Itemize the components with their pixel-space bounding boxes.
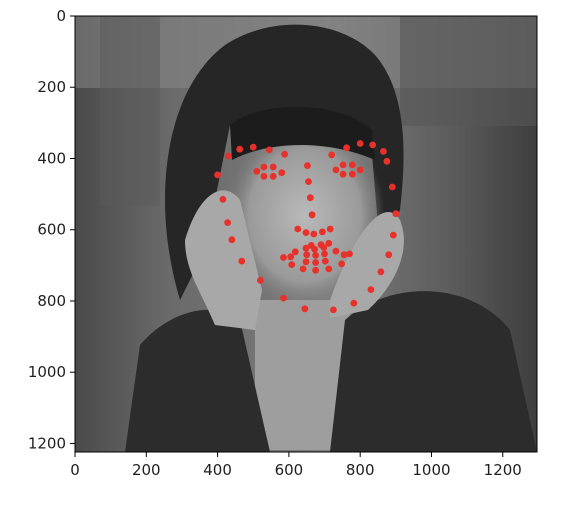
landmark-point-12 — [385, 251, 393, 259]
landmark-point-5 — [257, 276, 264, 284]
landmark-point-27 — [304, 162, 311, 170]
landmark-point-39 — [278, 169, 286, 177]
landmark-point-22 — [328, 151, 336, 159]
landmark-point-37 — [260, 163, 268, 171]
landmark-point-4 — [238, 257, 246, 265]
landmark-point-23 — [343, 144, 350, 152]
y-tick-label: 1000 — [28, 363, 66, 381]
landmark-point-65 — [321, 257, 329, 265]
landmark-point-59 — [288, 261, 296, 268]
landmark-point-26 — [380, 148, 387, 155]
landmark-point-47 — [339, 170, 347, 178]
landmark-point-50 — [302, 244, 310, 252]
landmark-point-0 — [214, 171, 222, 179]
landmark-point-30 — [308, 211, 316, 219]
landmark-point-25 — [369, 141, 377, 149]
landmark-point-21 — [281, 150, 288, 158]
landmark-point-15 — [388, 183, 396, 191]
landmark-point-6 — [280, 294, 287, 302]
y-tick-label: 600 — [37, 221, 66, 239]
landmark-point-3 — [228, 236, 236, 244]
x-tick-label: 800 — [346, 461, 375, 479]
landmark-point-55 — [338, 260, 345, 268]
x-tick-label: 400 — [203, 461, 232, 479]
landmark-point-67 — [302, 258, 310, 266]
y-tick-label: 1200 — [28, 434, 66, 452]
landmark-point-11 — [377, 268, 385, 276]
y-tick-label: 0 — [56, 7, 66, 25]
landmark-point-46 — [348, 170, 356, 178]
landmark-point-45 — [356, 166, 364, 174]
landmark-point-8 — [330, 306, 337, 314]
landmark-point-19 — [249, 143, 257, 151]
landmark-point-58 — [299, 265, 307, 273]
landmark-point-48 — [280, 254, 287, 261]
landmark-point-42 — [332, 166, 340, 174]
x-tick-label: 600 — [275, 461, 304, 479]
landmark-point-69 — [325, 239, 333, 247]
landmark-point-14 — [392, 210, 400, 218]
x-axis: 0 200 400 600 800 1000 1200 — [70, 452, 522, 479]
landmark-point-2 — [224, 219, 232, 227]
landmark-point-43 — [339, 161, 347, 169]
landmark-point-38 — [269, 163, 277, 171]
landmark-point-54 — [346, 250, 353, 258]
landmark-point-63 — [321, 250, 328, 258]
y-tick-label: 200 — [37, 78, 66, 96]
landmark-point-56 — [325, 265, 333, 273]
landmark-point-41 — [260, 172, 268, 180]
plot-frame — [74, 15, 538, 453]
landmark-point-17 — [224, 152, 232, 160]
y-axis: 0 200 400 600 800 1000 1200 — [28, 7, 75, 452]
landmark-point-36 — [253, 167, 261, 175]
landmark-point-34 — [319, 228, 326, 236]
x-tick-label: 200 — [132, 461, 161, 479]
landmark-point-7 — [301, 305, 309, 313]
landmark-point-13 — [389, 231, 397, 239]
landmark-point-24 — [356, 140, 364, 147]
landmark-point-31 — [294, 225, 302, 233]
landmark-point-61 — [303, 251, 311, 259]
landmark-point-40 — [269, 172, 277, 180]
x-tick-label: 1200 — [484, 461, 522, 479]
landmark-points — [214, 140, 400, 314]
x-tick-label: 1000 — [412, 461, 450, 479]
x-tick-label: 0 — [70, 461, 80, 479]
landmark-point-53 — [332, 247, 340, 255]
landmark-point-28 — [305, 178, 312, 186]
landmark-point-10 — [367, 286, 375, 293]
landmark-point-57 — [312, 266, 319, 274]
landmark-point-33 — [310, 230, 318, 238]
landmark-point-1 — [219, 196, 227, 203]
landmark-point-68 — [317, 241, 325, 249]
landmark-point-70 — [307, 242, 315, 249]
landmark-point-35 — [326, 225, 334, 233]
landmark-point-62 — [312, 252, 319, 259]
landmark-point-64 — [340, 251, 348, 259]
landmark-point-20 — [265, 146, 273, 154]
landmark-point-44 — [348, 161, 356, 169]
y-tick-label: 400 — [37, 149, 66, 167]
landmark-point-66 — [312, 259, 319, 266]
landmark-point-32 — [302, 229, 310, 237]
landmark-point-16 — [383, 157, 391, 165]
landmark-point-49 — [291, 248, 299, 256]
landmark-point-60 — [287, 253, 295, 261]
landmark-point-18 — [236, 145, 244, 153]
landmark-point-29 — [306, 194, 314, 202]
y-tick-label: 800 — [37, 292, 66, 310]
landmark-point-9 — [350, 299, 358, 307]
